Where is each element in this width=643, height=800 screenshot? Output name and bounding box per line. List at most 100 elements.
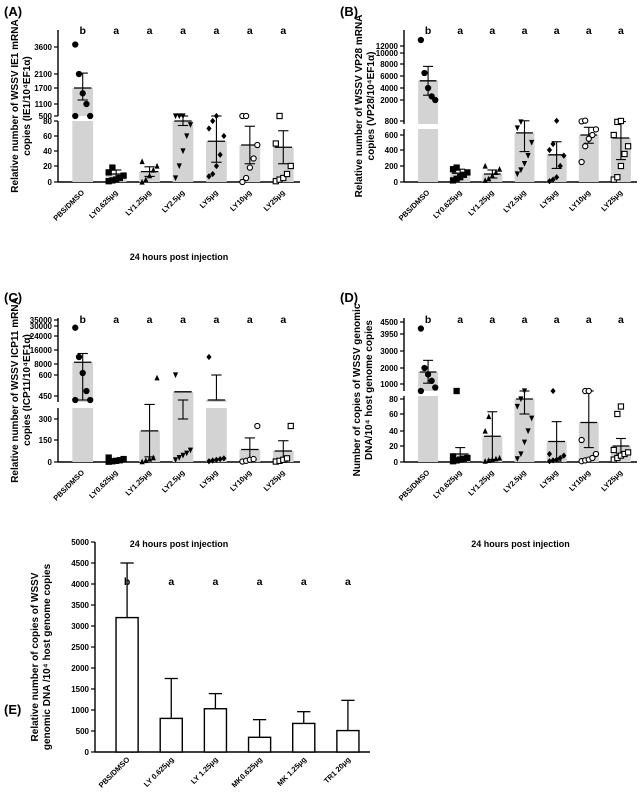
- y-tick-label: 1000: [380, 380, 398, 389]
- bar: [72, 88, 94, 116]
- data-point: [589, 131, 596, 139]
- category-label: LY 0.625μg: [142, 755, 176, 789]
- bar: [206, 400, 227, 402]
- data-point: [280, 174, 287, 182]
- panel-label: (D): [340, 290, 358, 305]
- category-label: LY10μg: [567, 188, 592, 213]
- data-point: [187, 447, 194, 454]
- significance-letter: a: [214, 25, 220, 37]
- significance-letter: a: [113, 25, 119, 37]
- category-label: LY25μg: [262, 468, 287, 493]
- data-point: [180, 113, 186, 120]
- bar: [247, 736, 272, 753]
- category-label: MK0.625μg: [230, 755, 265, 790]
- y-axis-label: copies (IE1/10⁴EF1α): [22, 56, 33, 155]
- data-point: [287, 162, 294, 170]
- data-point: [206, 173, 212, 180]
- data-point: [206, 353, 212, 361]
- panel-label: (E): [4, 702, 21, 717]
- y-axis-label: Relative number of WSSV ICP11 mRNA: [10, 297, 21, 483]
- significance-letter: a: [489, 25, 495, 37]
- data-point: [150, 454, 156, 461]
- data-point: [250, 455, 257, 463]
- y-tick-label: 600: [39, 371, 53, 380]
- data-point: [242, 174, 250, 182]
- data-point: [624, 449, 632, 456]
- data-point: [83, 100, 90, 108]
- y-tick-label: 500: [76, 727, 90, 736]
- data-point: [172, 457, 179, 463]
- y-tick-label: 6000: [380, 72, 398, 81]
- y-tick-label: 400: [385, 146, 399, 155]
- y-tick-label: 0: [394, 458, 399, 467]
- significance-letter: a: [247, 25, 253, 37]
- category-label: LY2.5μg: [160, 188, 187, 215]
- data-point: [143, 176, 149, 183]
- data-point: [585, 135, 592, 142]
- y-tick-label: 12000: [376, 42, 399, 51]
- significance-letter: a: [522, 314, 528, 326]
- data-point: [206, 125, 212, 132]
- category-label: LY10μg: [228, 468, 253, 493]
- significance-letter: a: [489, 314, 495, 326]
- x-axis-label: 24 hours post injection: [471, 539, 570, 549]
- panel-label: (B): [340, 4, 358, 19]
- significance-letter: a: [586, 314, 592, 326]
- significance-letter: a: [257, 576, 263, 588]
- data-point: [421, 69, 428, 77]
- y-tick-label: 2000: [380, 364, 398, 373]
- data-point: [428, 93, 435, 100]
- y-tick-label: 500: [39, 112, 53, 121]
- y-tick-label: 80: [43, 117, 52, 126]
- significance-letter: a: [280, 314, 286, 326]
- category-label: LY2.5μg: [501, 188, 528, 215]
- bar: [514, 399, 535, 462]
- category-label: PBS/DMSO: [397, 468, 432, 503]
- category-label: LY10μg: [228, 188, 253, 213]
- data-point: [72, 324, 79, 331]
- data-point: [421, 364, 428, 372]
- data-point: [561, 152, 567, 159]
- y-axis-label: genomic DNA /10⁴ host genome copies: [42, 563, 53, 750]
- data-point: [464, 169, 471, 176]
- data-point: [557, 162, 563, 170]
- data-point: [72, 112, 79, 120]
- significance-letter: b: [425, 25, 431, 37]
- data-point: [550, 457, 556, 464]
- data-point: [464, 454, 471, 462]
- data-point: [554, 117, 560, 124]
- y-tick-label: 2000: [71, 664, 89, 673]
- y-tick-label: 2100: [34, 70, 52, 79]
- y-tick-label: 600: [385, 131, 399, 140]
- data-point: [592, 126, 600, 133]
- data-point: [518, 119, 524, 126]
- category-label: LY2.5μg: [501, 468, 528, 495]
- data-point: [610, 446, 617, 454]
- x-axis-label: 24 hours post injection: [130, 539, 229, 549]
- data-point: [221, 455, 227, 462]
- y-tick-label: 3000: [380, 347, 398, 356]
- data-point: [518, 396, 524, 403]
- data-point: [75, 70, 83, 78]
- data-point: [246, 164, 254, 171]
- y-tick-label: 300: [39, 415, 53, 424]
- data-point: [139, 178, 145, 185]
- data-point: [617, 162, 625, 170]
- data-point: [432, 96, 439, 104]
- data-point: [617, 117, 625, 125]
- category-label: PBS/DMSO: [97, 755, 132, 790]
- significance-letter: a: [618, 25, 624, 37]
- data-point: [217, 455, 223, 463]
- data-point: [578, 158, 585, 166]
- data-point: [139, 158, 145, 165]
- y-axis-label: Number of copies of WSSV genomic: [352, 303, 363, 476]
- data-point: [482, 162, 488, 169]
- data-point: [176, 113, 182, 120]
- y-tick-label: 24000: [30, 332, 53, 341]
- bar: [72, 408, 94, 462]
- data-point: [287, 422, 294, 430]
- y-tick-label: 2000: [380, 96, 398, 105]
- data-point: [221, 132, 227, 140]
- data-point: [120, 172, 127, 179]
- significance-letter: a: [457, 25, 463, 37]
